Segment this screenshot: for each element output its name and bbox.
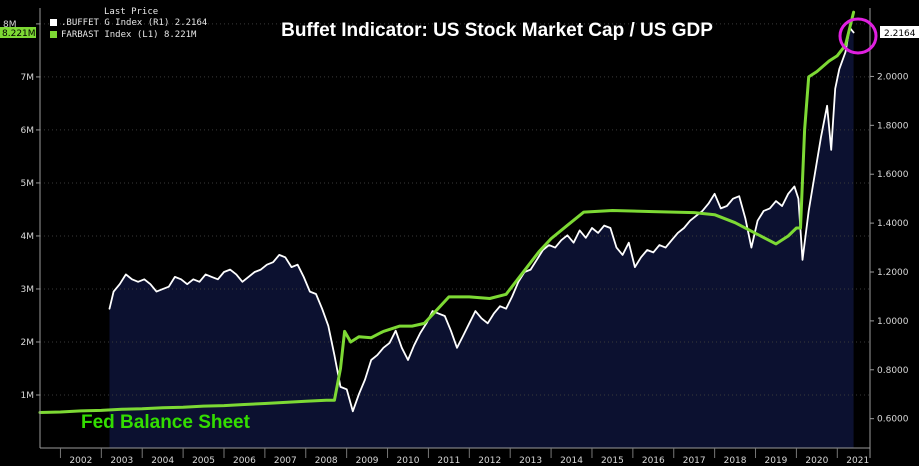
x-tick-label-4: 2006 (233, 456, 256, 466)
legend-swatch-buffet (50, 19, 57, 26)
x-tick-label-10: 2012 (478, 456, 501, 466)
left-last-value-label: 8.221M (2, 29, 36, 39)
x-tick-label-17: 2019 (765, 456, 788, 466)
right-last-value-marker: 2.2164 (880, 26, 919, 39)
x-tick-label-1: 2003 (110, 456, 133, 466)
right-tick-label-1: 0.8000 (877, 366, 909, 376)
right-tick-label-5: 1.6000 (877, 170, 909, 180)
legend-label-buffet: .BUFFET G Index (R1) 2.2164 (61, 18, 207, 28)
left-tick-label-3: 4M (21, 232, 35, 242)
left-tick-label-1: 2M (21, 338, 35, 348)
buffet-area-fill (109, 27, 854, 448)
left-last-value-box (0, 27, 36, 38)
series-line-farbast (38, 10, 856, 414)
x-tick-label-0: 2002 (69, 456, 92, 466)
right-tick-label-4: 1.4000 (877, 219, 909, 229)
legend-header: Last Price (104, 7, 158, 17)
left-tick-label-6: 7M (21, 73, 35, 83)
x-tick-label-18: 2020 (805, 456, 828, 466)
series-layer (38, 10, 856, 414)
x-tick-label-8: 2010 (397, 456, 420, 466)
left-tick-label-4: 5M (21, 179, 35, 189)
x-tick-label-13: 2015 (601, 456, 624, 466)
x-tick-label-15: 2017 (683, 456, 706, 466)
x-tick-label-2: 2004 (151, 456, 174, 466)
right-last-value-label: 2.2164 (884, 29, 916, 39)
left-tick-label-5: 6M (21, 126, 35, 136)
x-tick-label-7: 2009 (356, 456, 379, 466)
left-last-value-marker: 8.221M (0, 27, 36, 39)
left-tick-label-7: 8M (3, 20, 17, 30)
right-tick-label-3: 1.2000 (877, 268, 909, 278)
x-tick-label-16: 2018 (724, 456, 747, 466)
x-tick-label-5: 2007 (274, 456, 297, 466)
axis-layer: 1M 2M 3M 4M 5M 6M 7M 8M 0.6000 0.8000 1.0000 1.2000… (3, 8, 909, 466)
area-layer (109, 27, 854, 448)
legend-swatch-farbast (50, 31, 57, 38)
x-tick-label-12: 2014 (560, 456, 583, 466)
highlight-circle (838, 17, 878, 55)
left-tick-label-2: 3M (21, 285, 35, 295)
right-last-value-box (880, 26, 919, 38)
left-tick-label-0: 1M (21, 391, 35, 401)
x-tick-label-19: 2021 (846, 456, 869, 466)
right-tick-label-0: 0.6000 (877, 415, 909, 425)
x-tick-label-6: 2008 (315, 456, 338, 466)
x-tick-label-14: 2016 (642, 456, 665, 466)
legend-label-farbast: FARBAST Index (L1) 8.221M (61, 30, 197, 40)
chart-title: Buffet Indicator: US Stock Market Cap / … (281, 20, 713, 41)
fed-balance-sheet-annotation: Fed Balance Sheet (81, 412, 251, 433)
x-tick-label-3: 2005 (192, 456, 215, 466)
right-tick-label-2: 1.0000 (877, 317, 909, 327)
legend: Last Price .BUFFET G Index (R1) 2.2164 F… (50, 7, 207, 40)
x-tick-label-11: 2013 (519, 456, 542, 466)
right-tick-label-7: 2.0000 (877, 72, 909, 82)
right-tick-label-6: 1.8000 (877, 121, 909, 131)
series-line-buffet (108, 26, 855, 413)
x-tick-label-9: 2011 (437, 456, 460, 466)
